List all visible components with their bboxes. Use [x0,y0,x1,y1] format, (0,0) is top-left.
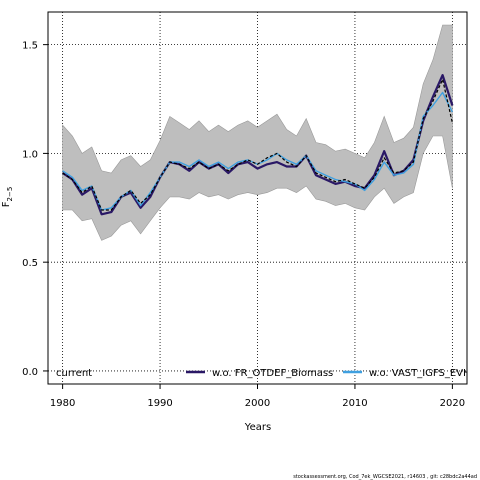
y-axis-title-subscript: 2−5 [6,187,14,202]
series-lines-group [61,73,454,216]
x-axis-ticks: 1980 1990 2000 2010 2020 [50,384,465,409]
y-tick-label-0: 0.0 [22,367,38,378]
legend-label-w-o-fr-otdef-biomass: w.o. FR_OTDEF_Biomass [212,368,333,379]
x-tick-label-2020: 2020 [440,398,465,409]
y-tick-label-0.5: 0.5 [22,258,38,269]
x-tick-label-1990: 1990 [147,398,172,409]
y-axis-title: F2−5 [1,187,14,208]
y-axis-title-main: F [1,201,12,207]
x-tick-label-1980: 1980 [50,398,75,409]
series-line-w-o-fr-otdef-biomass [61,73,454,216]
x-axis-title: Years [244,422,271,433]
legend-label-current: current [56,368,92,379]
y-tick-label-1: 1.0 [22,149,38,160]
footer-text: stockassessment.org, Cod_7ek_WGCSE2021, … [293,474,477,480]
x-tick-label-2010: 2010 [342,398,367,409]
series-line-current [62,78,453,211]
y-axis-ticks: 0.0 0.5 1.0 1.5 [22,41,48,378]
legend: current w.o. FR_OTDEF_Biomass w.o. VAST_IG… [56,368,480,379]
x-tick-label-2000: 2000 [245,398,270,409]
legend-label-w-o-vast-igfs-evhoe: w.o. VAST_IGFS_EVHOE [369,368,480,379]
y-tick-label-1.5: 1.5 [22,41,38,52]
